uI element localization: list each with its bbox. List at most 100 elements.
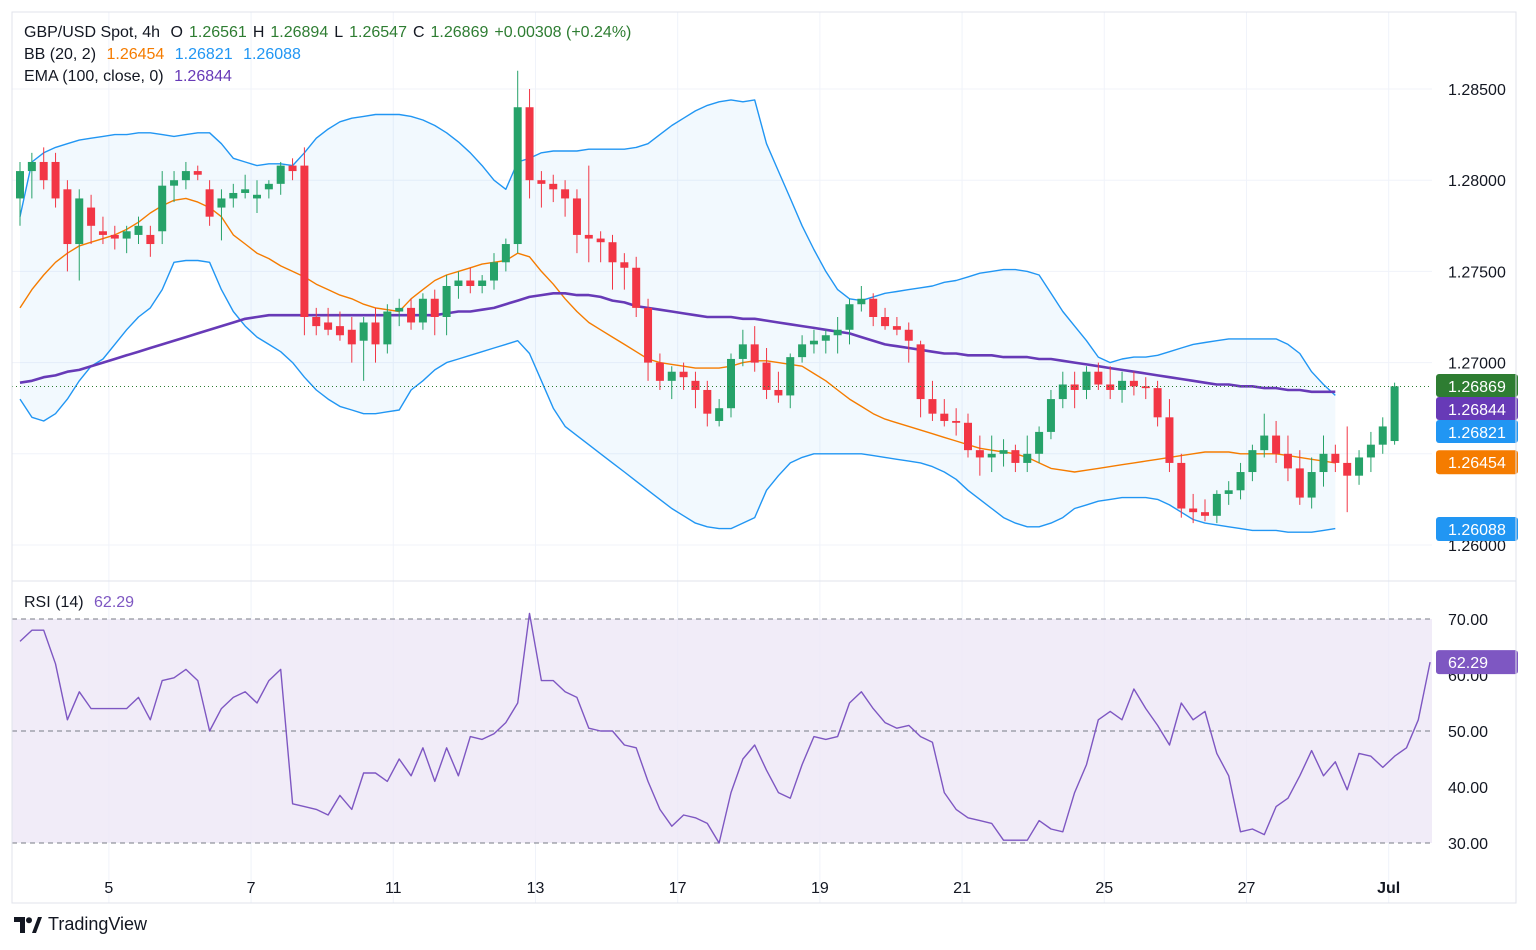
open-value: 1.26561: [188, 24, 247, 41]
candle-body: [1201, 512, 1209, 516]
candle-body: [1260, 435, 1269, 451]
bb-upper-value: 1.26821: [174, 46, 233, 63]
candle-body: [347, 329, 356, 345]
ema-tag-bg: [1436, 397, 1518, 420]
candle-body: [537, 180, 546, 184]
rsi-pane[interactable]: [12, 581, 1432, 903]
symbol-label[interactable]: GBP/USD Spot, 4h: [24, 24, 161, 41]
bb-basis-tag-text: 1.26454: [1448, 455, 1506, 472]
candle-body: [1023, 453, 1032, 463]
candle-body: [857, 298, 866, 305]
candle-body: [561, 189, 570, 199]
rsi-value: 62.29: [94, 594, 135, 611]
candle-body: [490, 262, 498, 281]
ema-label[interactable]: EMA (100, close, 0): [24, 68, 164, 85]
candle-body: [667, 371, 676, 381]
candle-body: [845, 304, 854, 330]
main-pane[interactable]: [12, 12, 1432, 581]
bb-label[interactable]: BB (20, 2): [24, 46, 97, 63]
candle-body: [833, 329, 842, 336]
rsi-tick-label: 50.00: [1448, 724, 1488, 741]
bb-lower-tag: 1.26088: [1436, 516, 1518, 541]
candle-body: [1283, 453, 1292, 469]
candle-body: [1046, 399, 1055, 432]
candle-body: [809, 340, 818, 345]
candle-body: [786, 357, 795, 396]
high-label: H: [252, 24, 265, 41]
price-axis[interactable]: 1.28500 1.28000 1.27500 1.27000 1.260001.260…: [1436, 82, 1518, 555]
candle-body: [762, 362, 771, 390]
candle-body: [98, 231, 107, 235]
candle-body: [513, 107, 522, 245]
bb-fill: [20, 99, 1336, 533]
price-tick-label: 1.28500: [1448, 82, 1506, 99]
tradingview-logo[interactable]: TradingView: [14, 914, 147, 935]
candle-body: [205, 189, 214, 217]
candle-body: [454, 280, 463, 286]
candle-body: [63, 189, 72, 245]
candle-body: [1011, 450, 1020, 463]
candle-body: [324, 322, 333, 330]
open-label: O: [170, 24, 183, 41]
candle-body: [1378, 426, 1387, 445]
candle-body: [1165, 417, 1174, 463]
candle-body: [158, 185, 167, 232]
candle-body: [655, 362, 664, 381]
candle-body: [383, 311, 392, 345]
candle-body: [253, 194, 261, 199]
candle-body: [798, 344, 807, 358]
candle-body: [1118, 380, 1127, 390]
candle-body: [1272, 435, 1281, 454]
candle-body: [1129, 380, 1138, 387]
candle-body: [620, 262, 629, 268]
candle-body: [75, 198, 84, 245]
candle-body: [727, 358, 735, 409]
price-tick-label: 1.27500: [1448, 264, 1506, 281]
candle-body: [738, 344, 747, 359]
candle-body: [466, 280, 475, 286]
rsi-label[interactable]: RSI (14): [24, 594, 84, 611]
chart-frame: [11, 11, 1517, 904]
ema-value: 1.26844: [174, 68, 232, 85]
time-tick-label: 21: [953, 880, 971, 897]
candle-body: [750, 344, 759, 363]
candle-body: [608, 242, 617, 263]
candle-body: [418, 298, 427, 323]
bb-lower-value: 1.26088: [243, 46, 301, 63]
rsi-line: [19, 612, 1431, 844]
candle-body: [501, 244, 510, 263]
candle-body: [821, 335, 830, 341]
price-tick-label: 1.27000: [1448, 356, 1506, 373]
bb-upper-line: [19, 99, 1336, 396]
candle-body: [1331, 453, 1340, 463]
candle-body: [904, 329, 913, 341]
close-price-tag-bg: [1436, 374, 1518, 397]
rsi-tick-label: 40.00: [1448, 780, 1488, 797]
candle-body: [1390, 386, 1399, 442]
rsi-legend: RSI (14) 62.29: [24, 592, 140, 614]
candle-body: [940, 413, 949, 421]
candle-body: [442, 285, 451, 317]
candle-body: [715, 408, 724, 421]
candle-body: [869, 298, 878, 317]
high-value: 1.26894: [270, 24, 329, 41]
bb-upper-tag-text: 1.26821: [1448, 425, 1506, 442]
main-legend: GBP/USD Spot, 4h O 1.26561 H 1.26894 L 1.2654…: [24, 22, 643, 88]
candle-body: [478, 280, 487, 286]
bb-lower-tag-bg: [1436, 516, 1518, 541]
candle-body: [679, 371, 688, 378]
candle-body: [300, 165, 309, 317]
candle-body: [395, 307, 404, 312]
time-axis[interactable]: 5 7 11 13 17 19 21 25 27 Jul: [104, 880, 1400, 897]
candle-body: [241, 189, 250, 193]
candle-body: [146, 234, 155, 245]
candle-body: [276, 165, 285, 184]
candle-body: [430, 298, 439, 317]
candle-body: [774, 389, 783, 396]
candle-body: [87, 207, 96, 226]
candle-body: [1082, 371, 1091, 390]
rsi-tick-label: 30.00: [1448, 836, 1488, 853]
candle-body: [1343, 462, 1352, 476]
candle-body: [1141, 386, 1150, 389]
